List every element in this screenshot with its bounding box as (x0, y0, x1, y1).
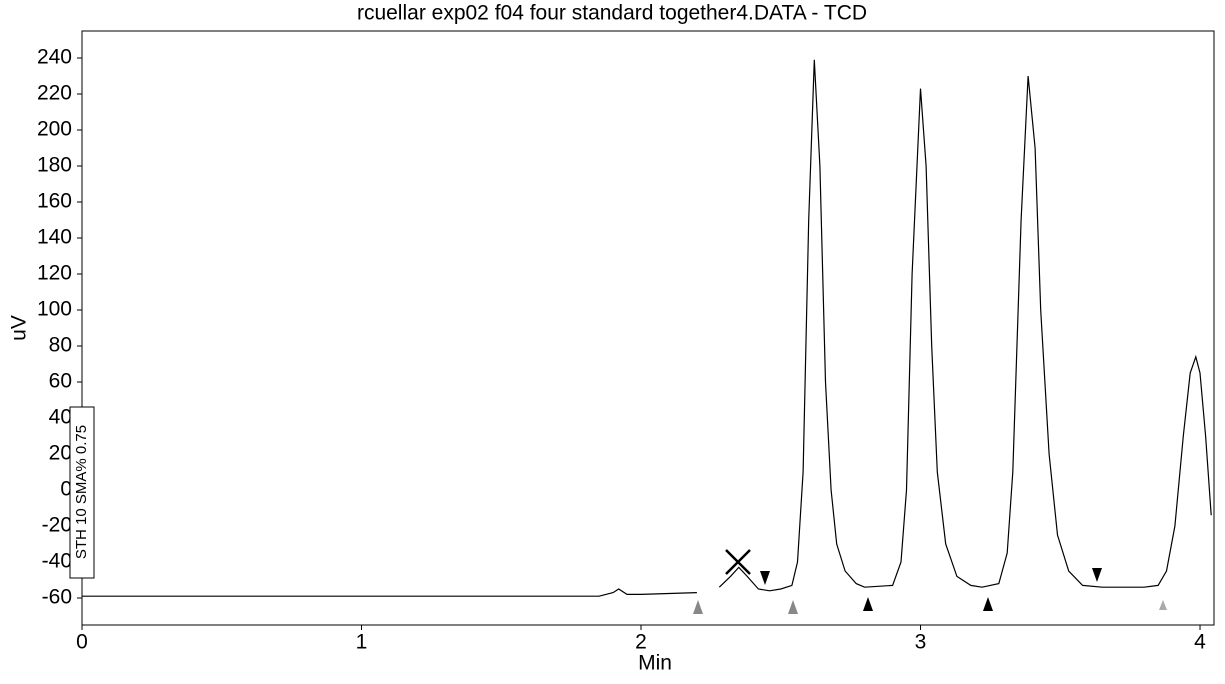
event-marker (788, 600, 798, 614)
y-tick-label: 20 (49, 442, 72, 465)
event-marker (760, 571, 770, 585)
y-tick-label: -40 (42, 550, 72, 573)
event-marker (983, 597, 993, 611)
y-axis-label: uV (8, 315, 31, 341)
y-tick-label: 140 (37, 226, 72, 249)
y-tick-label: 200 (37, 118, 72, 141)
event-markers (693, 549, 1167, 614)
x-tick-label: 3 (915, 631, 927, 654)
y-tick-label: 180 (37, 154, 72, 177)
y-tick-label: 240 (37, 46, 72, 69)
x-tick-label: 0 (76, 631, 88, 654)
y-tick-label: -20 (42, 514, 72, 537)
trace-line (82, 59, 1212, 597)
plot-area: -60-40-200204060801001201401601802002202… (37, 30, 1215, 654)
annotation-frame (69, 406, 95, 579)
event-marker (1092, 568, 1102, 582)
y-tick-label: -60 (42, 586, 72, 609)
chart-title: rcuellar exp02 f04 four standard togethe… (357, 2, 867, 25)
y-tick-label: 60 (49, 370, 72, 393)
plot-frame (81, 30, 1215, 626)
y-tick-label: 0 (60, 478, 72, 501)
y-tick-label: 120 (37, 262, 72, 285)
x-axis-label: Min (638, 652, 672, 675)
x-tick-label: 4 (1194, 631, 1206, 654)
event-marker (1159, 600, 1167, 610)
y-tick-label: 220 (37, 82, 72, 105)
x-tick-label: 1 (356, 631, 368, 654)
annotation: STH 10 SMA% 0.75 (73, 425, 90, 559)
y-tick-label: 40 (49, 406, 72, 429)
event-marker (693, 600, 703, 614)
x-tick-label: 2 (635, 631, 647, 654)
y-tick-label: 80 (49, 334, 72, 357)
cross-marker (725, 549, 751, 575)
y-tick-label: 100 (37, 298, 72, 321)
event-marker (863, 597, 873, 611)
y-tick-label: 160 (37, 190, 72, 213)
annotation-box: STH 10 SMA% 0.75 (69, 406, 95, 579)
